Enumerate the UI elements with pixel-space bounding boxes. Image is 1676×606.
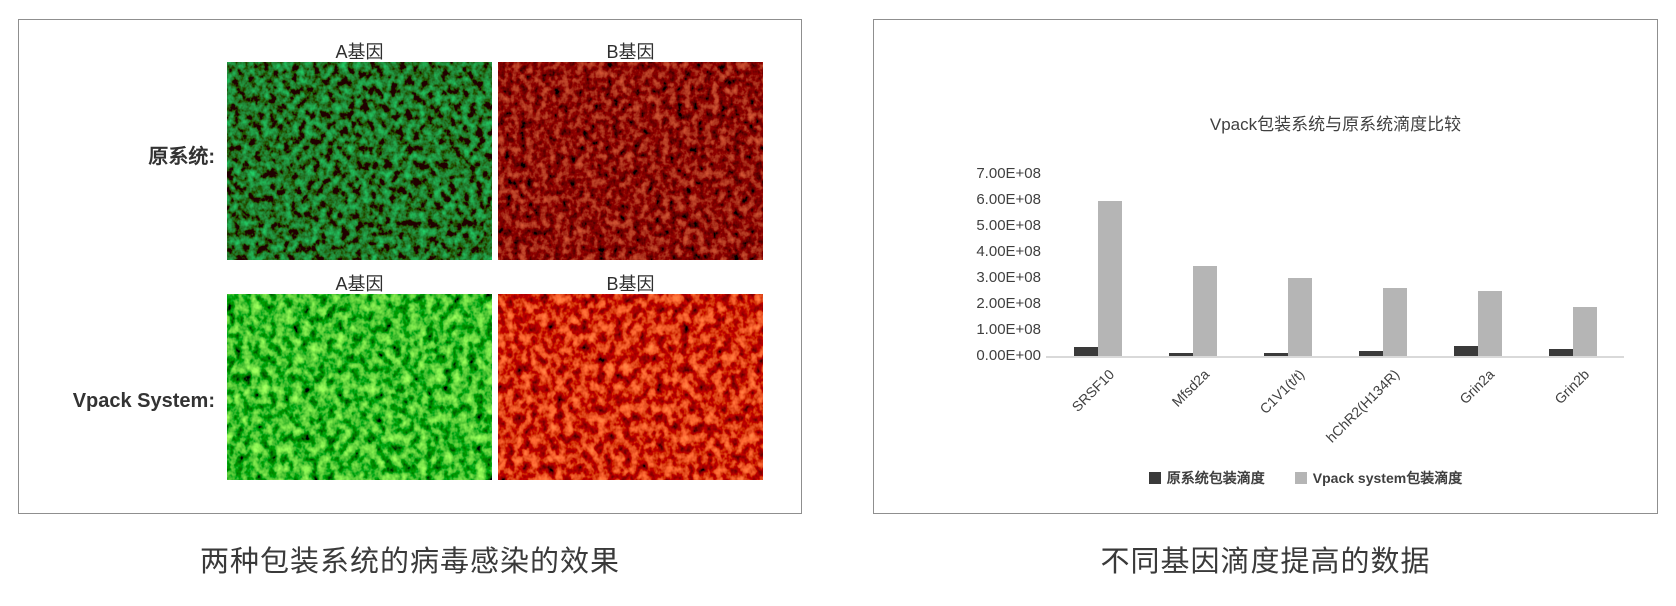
x-axis-category-label: Grin2b <box>1550 366 1592 408</box>
gene-a-label-vpack-row: A基因 <box>335 274 384 294</box>
gene-b-label-original-row: B基因 <box>606 42 655 62</box>
green-fluorescence-bright-image <box>227 294 492 480</box>
x-axis-category-label: SRSF10 <box>1068 366 1118 415</box>
bar-original-system-Grin2b <box>1548 348 1573 356</box>
original-system-row-label: 原系统: <box>148 146 215 168</box>
bar-vpack-system-Grin2a <box>1477 291 1502 356</box>
y-axis-tick-label: 7.00E+08 <box>976 165 1041 182</box>
bar-original-system-Grin2a <box>1453 346 1478 356</box>
red-fluorescence-bright-image <box>498 294 763 480</box>
bar-original-system-SRSF10 <box>1074 346 1099 356</box>
vpack-system-row-label: Vpack System: <box>72 390 215 412</box>
bar-vpack-system-C1V1-t-t- <box>1288 278 1313 356</box>
green-fluorescence-dim-image <box>227 62 492 260</box>
micrograph-vpack-gene-b <box>498 294 763 480</box>
chart-legend: 原系统包装滴度 Vpack system包装滴度 <box>991 468 1620 488</box>
right-figure-caption: 不同基因滴度提高的数据 <box>1100 546 1431 578</box>
bar-original-system-hChR2-H134R- <box>1358 350 1383 356</box>
x-axis-line <box>1046 356 1624 358</box>
red-fluorescence-dim-image <box>498 62 763 260</box>
gene-b-label-vpack-row: B基因 <box>606 274 655 294</box>
y-axis-tick-label: 2.00E+08 <box>976 295 1041 312</box>
legend-label: 原系统包装滴度 <box>1166 470 1265 486</box>
infection-figure-panel: A基因 B基因 原系统: <box>18 19 802 514</box>
y-axis-tick-label: 1.00E+08 <box>976 321 1041 338</box>
micrograph-original-gene-a <box>227 62 492 260</box>
y-axis-tick-label: 3.00E+08 <box>976 269 1041 286</box>
gene-a-label-original-row: A基因 <box>335 42 384 62</box>
legend-label: Vpack system包装滴度 <box>1312 470 1463 486</box>
bar-original-system-Mfsd2a <box>1169 353 1194 356</box>
y-axis-tick-label: 5.00E+08 <box>976 217 1041 234</box>
legend-entry-original-system: 原系统包装滴度 <box>1148 468 1265 488</box>
bar-original-system-C1V1-t-t- <box>1264 353 1289 356</box>
micrograph-vpack-gene-a <box>227 294 492 480</box>
legend-swatch-icon <box>1294 472 1307 484</box>
legend-swatch-icon <box>1148 472 1161 484</box>
chart-title: Vpack包装系统与原系统滴度比较 <box>1209 115 1462 134</box>
bar-vpack-system-Grin2b <box>1572 306 1597 356</box>
x-axis-category-label: Mfsd2a <box>1168 366 1213 410</box>
y-axis-tick-label: 6.00E+08 <box>976 191 1041 208</box>
x-axis-category-label: C1V1(t/t) <box>1256 366 1308 417</box>
titer-chart-panel: Vpack包装系统与原系统滴度比较 0.00E+00 1.00E+08 2.00E+… <box>873 19 1658 514</box>
left-figure-caption: 两种包装系统的病毒感染的效果 <box>199 546 620 578</box>
y-axis-tick-label: 4.00E+08 <box>976 243 1041 260</box>
x-axis-category-label: hChR2(H134R) <box>1322 366 1403 446</box>
bar-vpack-system-hChR2-H134R- <box>1382 288 1407 356</box>
legend-entry-vpack-system: Vpack system包装滴度 <box>1294 468 1463 488</box>
bar-vpack-system-SRSF10 <box>1098 201 1123 356</box>
x-axis-category-label: Grin2a <box>1456 366 1498 408</box>
micrograph-original-gene-b <box>498 62 763 260</box>
bar-vpack-system-Mfsd2a <box>1193 266 1218 356</box>
y-axis-tick-label: 0.00E+00 <box>976 347 1041 364</box>
